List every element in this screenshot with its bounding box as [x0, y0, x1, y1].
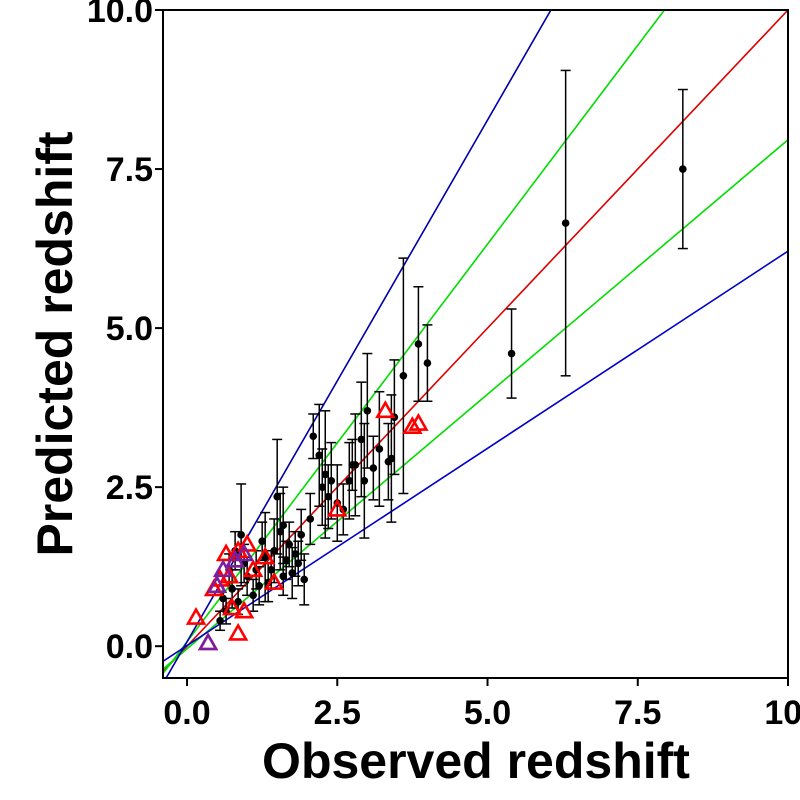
y-axis-title: Predicted redshift: [27, 131, 83, 556]
data-point: [414, 340, 423, 348]
x-tick-label: 10.: [764, 694, 800, 732]
data-point: [261, 553, 269, 561]
data-point: [228, 585, 236, 593]
x-tick-label: 5.0: [464, 694, 511, 732]
x-tick-label: 0.0: [163, 694, 210, 732]
data-point: [324, 492, 333, 501]
axes: 0.0 2.5 5.0 7.5 10. 0.0 2.5 5.0 7.5 10.0: [87, 0, 800, 732]
data-point: [399, 372, 408, 380]
data-point-triangle: [212, 559, 234, 578]
y-tick-label: 5.0: [106, 310, 153, 348]
y-tick-label: 7.5: [106, 151, 153, 189]
data-point-triangle: [402, 416, 423, 435]
plot-frame: [162, 9, 789, 679]
x-tick-label: 2.5: [314, 694, 361, 732]
data-point: [279, 521, 287, 530]
data-point-triangle: [254, 546, 276, 565]
data-point: [258, 537, 266, 546]
data-point-triangle: [242, 559, 264, 578]
data-point-triangle: [227, 622, 249, 641]
data-point: [306, 515, 315, 523]
data-point: [234, 597, 242, 606]
data-point: [285, 540, 294, 549]
data-point: [327, 476, 336, 485]
data-point-triangle: [408, 412, 429, 431]
data-point-triangle: [215, 543, 237, 562]
data-point: [357, 435, 366, 444]
data-point: [387, 454, 396, 463]
data-point: [249, 591, 257, 600]
data-point: [375, 445, 384, 453]
reference-line-lower-outer: [163, 250, 788, 663]
data-point: [315, 451, 324, 460]
data-point: [216, 616, 224, 625]
data-point: [318, 483, 327, 491]
data-point: [679, 165, 687, 173]
reference-line-upper-outer: [165, 10, 552, 678]
reference-line-upper-inner: [163, 10, 666, 675]
data-point-triangle: [221, 597, 243, 616]
x-axis-title: Observed redshift: [262, 733, 690, 789]
reference-line-identity: [163, 10, 788, 673]
data-point: [276, 527, 284, 536]
data-point: [282, 556, 290, 565]
data-point-triangle: [375, 400, 396, 419]
data-point: [291, 550, 300, 558]
data-point: [255, 581, 263, 590]
x-tick-label: 7.5: [614, 694, 661, 732]
y-tick-label: 0.0: [106, 628, 153, 666]
data-point: [294, 559, 303, 568]
y-tick-label: 10.0: [87, 0, 153, 30]
y-tick-label: 2.5: [106, 469, 153, 507]
data-point: [297, 531, 306, 539]
data-points: [185, 69, 688, 651]
data-point: [360, 476, 369, 485]
data-point: [273, 492, 281, 501]
data-point: [288, 569, 297, 577]
data-point-triangle: [206, 575, 228, 594]
data-point: [345, 476, 354, 485]
data-point: [219, 594, 227, 603]
data-point: [300, 575, 309, 584]
data-point-triangle: [197, 632, 219, 651]
reference-line-lower-inner: [163, 139, 788, 670]
data-point: [561, 219, 570, 227]
data-point: [309, 432, 318, 441]
data-point-triangle: [327, 498, 348, 517]
data-point: [237, 531, 245, 539]
data-point-triangle: [233, 543, 255, 562]
data-point: [321, 470, 330, 479]
data-point: [348, 461, 357, 469]
data-point-triangle: [233, 600, 255, 619]
data-point-triangle: [185, 606, 207, 625]
data-point: [369, 464, 378, 472]
data-point: [267, 566, 275, 574]
data-point: [363, 407, 372, 415]
data-point: [423, 359, 432, 367]
data-point-triangle: [263, 571, 285, 590]
data-point: [279, 572, 287, 581]
data-point: [507, 349, 516, 358]
